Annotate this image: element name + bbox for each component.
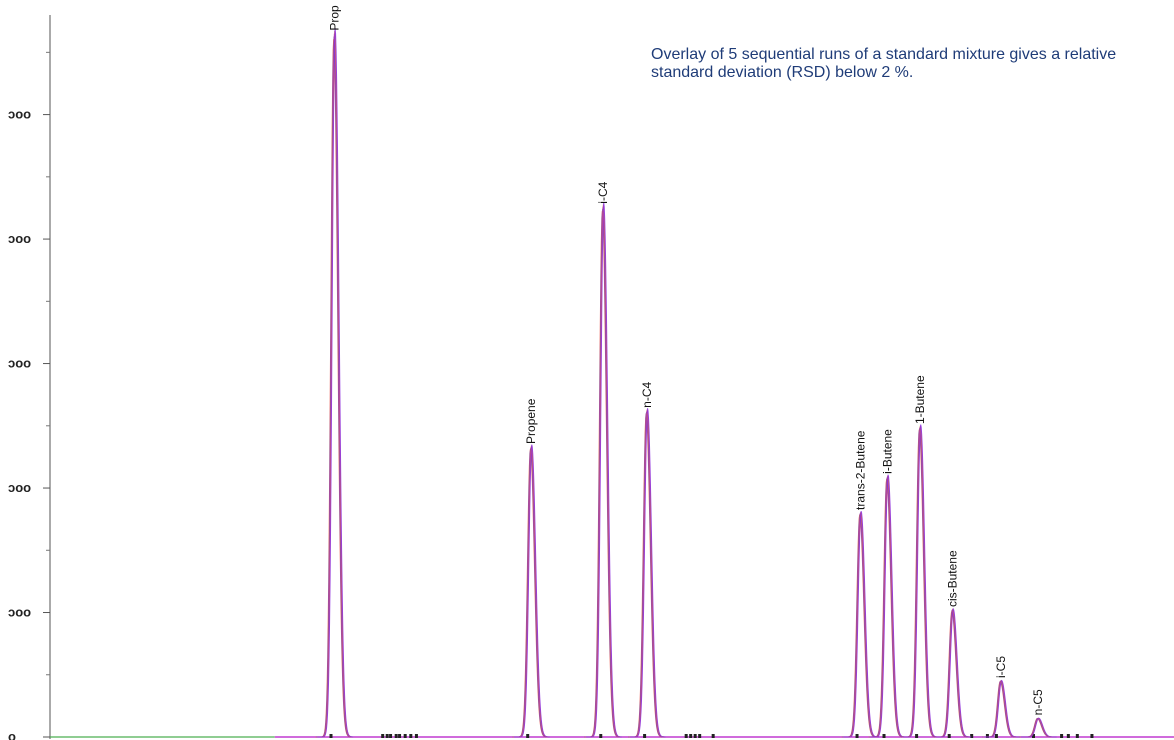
integration-marker bbox=[414, 734, 418, 738]
peak-label: i-C5 bbox=[994, 656, 1008, 678]
integration-marker bbox=[689, 734, 693, 738]
integration-marker bbox=[329, 734, 333, 738]
integration-marker bbox=[1060, 734, 1064, 738]
peak-trace bbox=[842, 512, 879, 738]
peak-trace bbox=[512, 448, 549, 738]
peak-trace bbox=[902, 424, 939, 738]
peak-trace bbox=[983, 679, 1020, 738]
peak-trace bbox=[513, 444, 550, 738]
integration-marker bbox=[643, 734, 647, 738]
integration-marker bbox=[1032, 734, 1035, 738]
peak-label: cis-Butene bbox=[946, 550, 960, 607]
peak-label: n-C5 bbox=[1031, 689, 1045, 715]
peak-traces bbox=[315, 28, 1057, 738]
peak-label: n-C4 bbox=[640, 382, 654, 408]
peak-trace bbox=[316, 30, 353, 738]
peak-label: i-Butene bbox=[880, 429, 894, 474]
peak-trace bbox=[584, 208, 621, 738]
peak-trace bbox=[843, 511, 880, 738]
peak-label: 1-Butene bbox=[913, 375, 927, 424]
peak-label: i-C4 bbox=[596, 181, 610, 203]
peak-trace bbox=[1020, 717, 1057, 738]
y-axis-ticks: o ɔoo ɔoo ɔoo ɔoo ɔoo bbox=[8, 51, 50, 740]
peak-trace bbox=[934, 609, 971, 738]
peak-trace bbox=[842, 511, 879, 738]
integration-marker bbox=[711, 734, 715, 738]
peak-trace bbox=[869, 476, 906, 738]
peak-trace bbox=[983, 679, 1020, 738]
peak-trace bbox=[901, 426, 938, 738]
peak-trace bbox=[934, 608, 971, 738]
y-tick-label: ɔoo bbox=[8, 480, 31, 495]
peak-trace bbox=[628, 412, 665, 738]
peak-trace bbox=[628, 410, 665, 738]
peak-trace bbox=[982, 680, 1019, 738]
integration-marker bbox=[409, 734, 413, 738]
peak-trace bbox=[629, 409, 666, 738]
y-tick-label: ɔoo bbox=[8, 605, 31, 620]
peak-trace bbox=[869, 475, 906, 738]
peak-trace bbox=[935, 607, 972, 738]
integration-marker bbox=[381, 734, 385, 738]
integration-marker bbox=[855, 734, 859, 738]
integration-marker bbox=[985, 734, 989, 738]
peak-trace bbox=[1020, 717, 1057, 738]
integration-marker bbox=[947, 734, 951, 738]
peak-trace bbox=[901, 428, 938, 738]
peak-trace bbox=[513, 445, 550, 738]
peak-trace bbox=[870, 474, 907, 738]
integration-marker bbox=[385, 734, 389, 738]
overlay-annotation: Overlay of 5 sequential runs of a standa… bbox=[651, 46, 1117, 81]
integration-marker bbox=[693, 734, 697, 738]
peak-trace bbox=[513, 446, 550, 738]
peak-trace bbox=[585, 202, 622, 738]
integration-marker bbox=[994, 734, 998, 738]
integration-marker bbox=[882, 734, 886, 738]
baseline bbox=[50, 734, 1174, 738]
integration-marker bbox=[684, 734, 688, 738]
integration-marker bbox=[1075, 734, 1079, 738]
integration-marker bbox=[526, 734, 530, 738]
integration-marker bbox=[1066, 734, 1070, 738]
peak-label: Prop bbox=[327, 5, 341, 31]
peak-trace bbox=[316, 36, 353, 738]
peak-trace bbox=[585, 206, 622, 738]
peak-trace bbox=[1020, 717, 1056, 738]
integration-marker bbox=[394, 734, 398, 738]
y-tick-label: ɔoo bbox=[8, 107, 31, 122]
integration-marker bbox=[970, 734, 974, 738]
peak-trace bbox=[629, 408, 666, 738]
integration-marker bbox=[915, 734, 919, 738]
peak-trace bbox=[842, 513, 879, 738]
y-tick-label: o bbox=[8, 729, 16, 740]
peak-trace bbox=[982, 680, 1019, 738]
peak-trace bbox=[585, 204, 622, 738]
integration-marker bbox=[398, 734, 402, 738]
integration-marker bbox=[698, 734, 702, 738]
peak-trace bbox=[1019, 717, 1056, 738]
peak-trace bbox=[317, 28, 354, 738]
integration-marker bbox=[1090, 734, 1094, 738]
peak-trace bbox=[934, 608, 971, 738]
peak-labels: Prop Propene i-C4 n-C4 trans-2-Butene i-Buten… bbox=[327, 5, 1045, 715]
peak-label: Propene bbox=[524, 398, 538, 444]
y-tick-label: ɔoo bbox=[8, 356, 31, 371]
integration-marker bbox=[389, 734, 393, 738]
peak-label: trans-2-Butene bbox=[853, 430, 867, 510]
integration-marker bbox=[403, 734, 407, 738]
integration-marker bbox=[599, 734, 603, 738]
peak-trace bbox=[869, 477, 906, 738]
peak-trace bbox=[902, 425, 939, 738]
peak-trace bbox=[316, 33, 353, 738]
y-tick-label: ɔoo bbox=[8, 231, 31, 246]
